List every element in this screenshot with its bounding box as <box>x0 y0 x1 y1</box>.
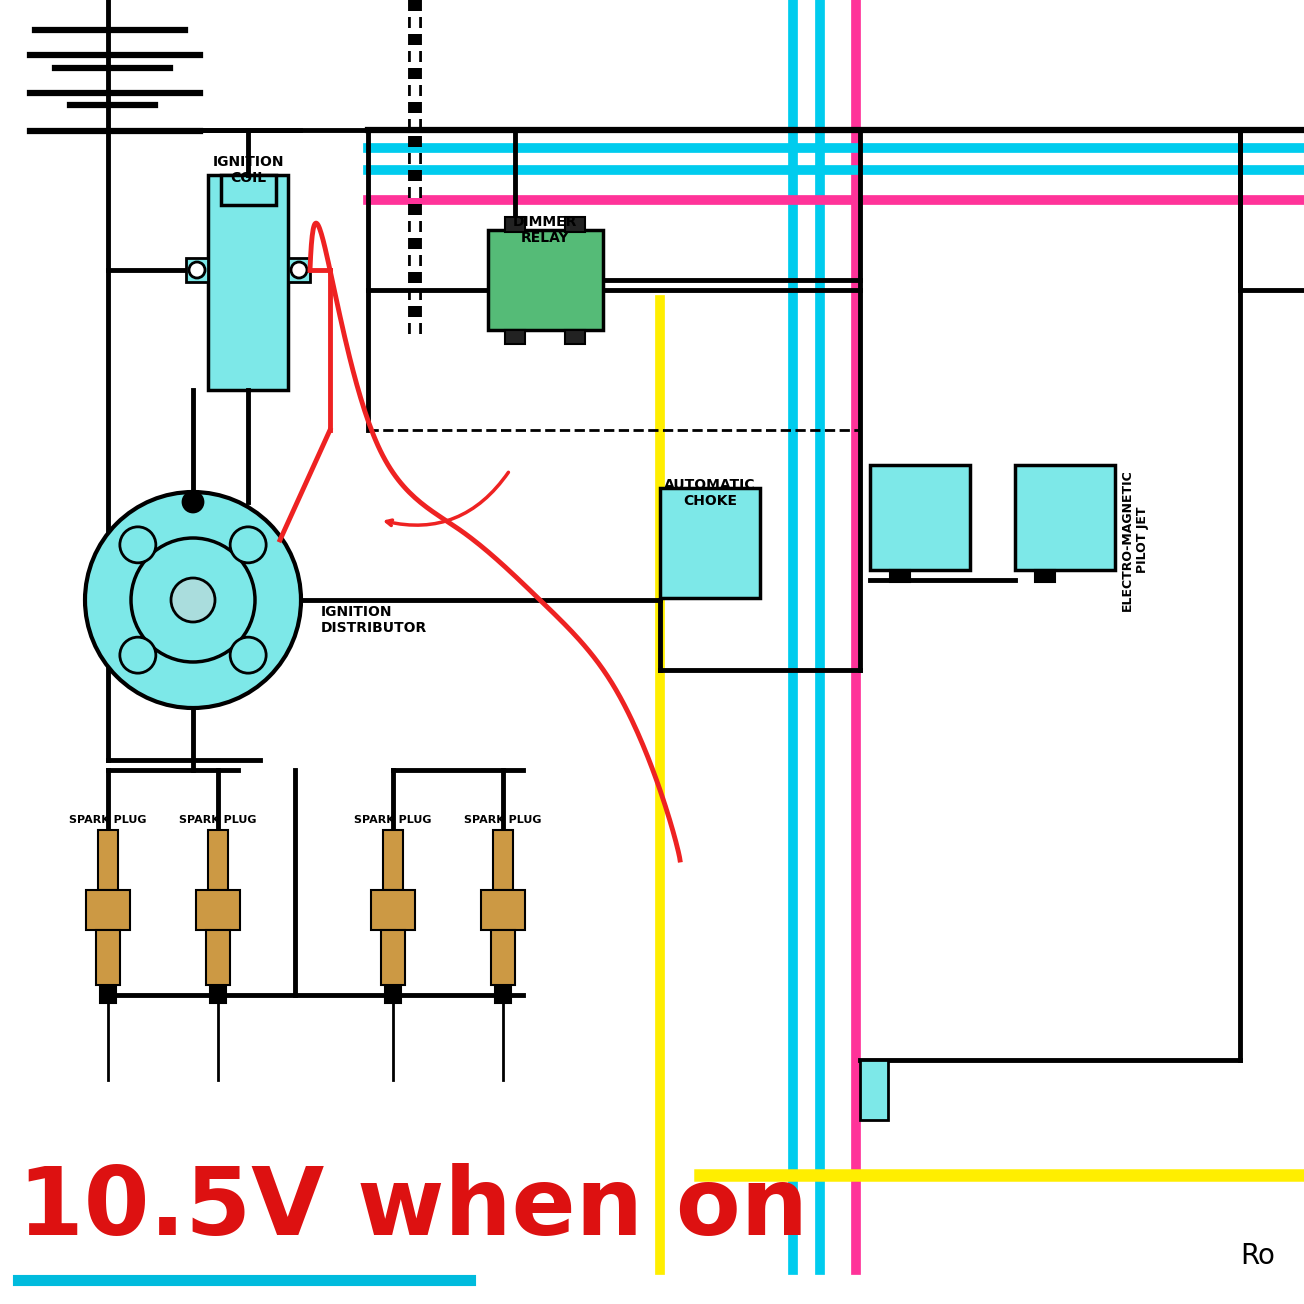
Circle shape <box>171 578 215 622</box>
Bar <box>1035 570 1055 582</box>
Bar <box>98 831 117 891</box>
Bar <box>288 258 310 282</box>
Bar <box>891 570 910 582</box>
Circle shape <box>230 527 266 563</box>
Circle shape <box>291 262 306 278</box>
Bar <box>383 831 403 891</box>
Bar <box>186 258 209 282</box>
Bar <box>488 230 602 330</box>
Bar <box>565 216 585 232</box>
Text: AUTOMATIC
CHOKE: AUTOMATIC CHOKE <box>664 479 756 509</box>
Text: SPARK PLUG: SPARK PLUG <box>69 815 147 825</box>
Bar <box>372 891 415 930</box>
Circle shape <box>120 638 156 673</box>
Bar <box>100 987 116 1003</box>
Text: 10.5V when on: 10.5V when on <box>18 1163 808 1254</box>
Bar <box>210 987 226 1003</box>
Text: SPARK PLUG: SPARK PLUG <box>179 815 257 825</box>
Circle shape <box>189 262 205 278</box>
Bar <box>493 831 512 891</box>
Bar <box>209 831 228 891</box>
Bar <box>496 987 511 1003</box>
Circle shape <box>130 539 256 662</box>
Bar <box>385 987 402 1003</box>
Bar <box>209 175 288 390</box>
Bar <box>492 930 515 985</box>
Bar <box>861 1060 888 1120</box>
Text: DIMMER
RELAY: DIMMER RELAY <box>512 215 578 245</box>
Bar <box>565 330 585 344</box>
Text: SPARK PLUG: SPARK PLUG <box>464 815 541 825</box>
Bar <box>481 891 526 930</box>
Bar <box>505 330 526 344</box>
Bar <box>381 930 406 985</box>
Text: IGNITION
COIL: IGNITION COIL <box>213 155 284 185</box>
Bar <box>96 930 120 985</box>
Bar <box>220 175 276 205</box>
Bar <box>196 891 240 930</box>
Circle shape <box>183 492 203 512</box>
Bar <box>86 891 130 930</box>
Text: Ro: Ro <box>1240 1241 1275 1270</box>
Circle shape <box>85 492 301 708</box>
Text: SPARK PLUG: SPARK PLUG <box>355 815 432 825</box>
Bar <box>660 488 760 599</box>
Bar <box>870 466 970 570</box>
Circle shape <box>230 638 266 673</box>
Bar <box>206 930 230 985</box>
Text: ELECTRO-MAGNETIC
PILOT JET: ELECTRO-MAGNETIC PILOT JET <box>1121 469 1149 610</box>
Bar <box>505 216 526 232</box>
Bar <box>1015 466 1115 570</box>
Circle shape <box>120 527 156 563</box>
Text: IGNITION
DISTRIBUTOR: IGNITION DISTRIBUTOR <box>321 605 428 635</box>
